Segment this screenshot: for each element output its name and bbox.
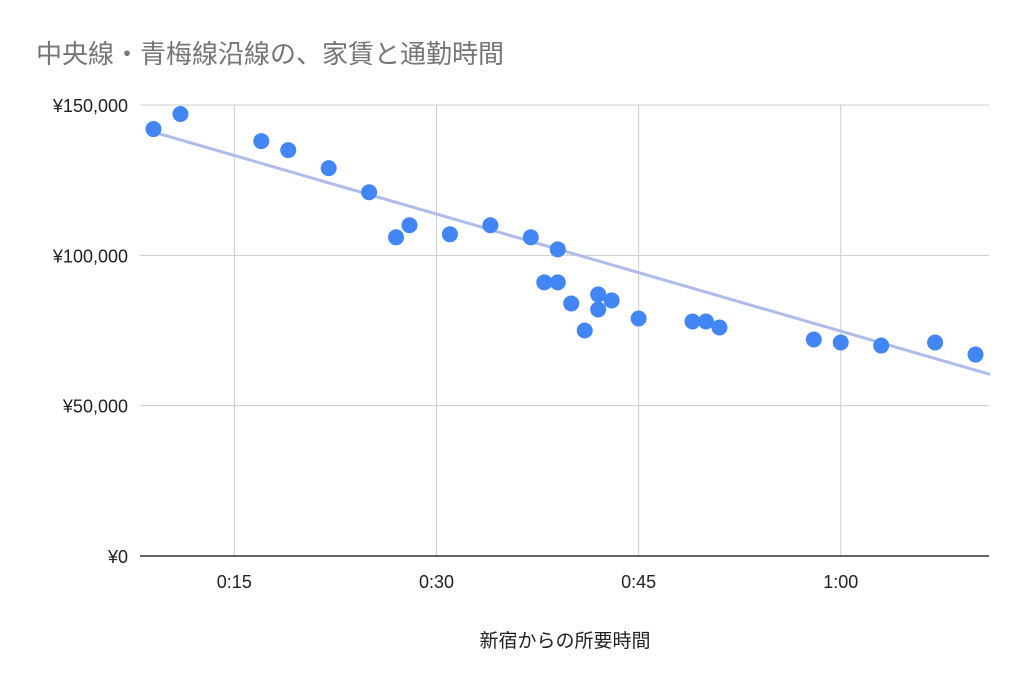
x-tick-label: 1:00 (823, 572, 858, 592)
data-point (145, 121, 162, 138)
data-point (967, 346, 984, 363)
data-point (684, 313, 701, 330)
x-axis-label: 新宿からの所要時間 (479, 630, 651, 652)
data-point (536, 274, 553, 291)
data-point (590, 301, 607, 318)
data-point (522, 229, 539, 246)
x-tick-label: 0:45 (621, 572, 656, 592)
data-point (482, 217, 499, 234)
data-point (805, 331, 822, 348)
data-point (603, 292, 620, 309)
data-point (401, 217, 418, 234)
trendline (151, 130, 991, 376)
y-tick-label: ¥150,000 (52, 96, 128, 116)
data-point (576, 322, 593, 339)
chart-title: 中央線・青梅線沿線の、家賃と通勤時間 (36, 40, 505, 70)
data-point (280, 142, 297, 159)
data-point (441, 226, 458, 243)
data-point (549, 274, 566, 291)
y-tick-label: ¥50,000 (62, 397, 128, 417)
x-tick-label: 0:15 (217, 572, 252, 592)
data-point (873, 337, 890, 354)
data-point (832, 334, 849, 351)
data-point (698, 313, 714, 330)
data-point (361, 184, 378, 201)
data-point (253, 133, 270, 150)
x-tick-label: 0:30 (419, 572, 454, 592)
data-point (630, 310, 647, 327)
data-point (172, 106, 189, 123)
data-point (549, 241, 566, 258)
data-point (711, 319, 728, 336)
y-tick-label: ¥100,000 (52, 246, 128, 266)
data-point (320, 160, 337, 177)
y-tick-label: ¥0 (107, 547, 128, 567)
data-point (563, 295, 580, 312)
data-point (927, 334, 944, 351)
data-point (388, 229, 405, 246)
data-point (590, 286, 607, 303)
